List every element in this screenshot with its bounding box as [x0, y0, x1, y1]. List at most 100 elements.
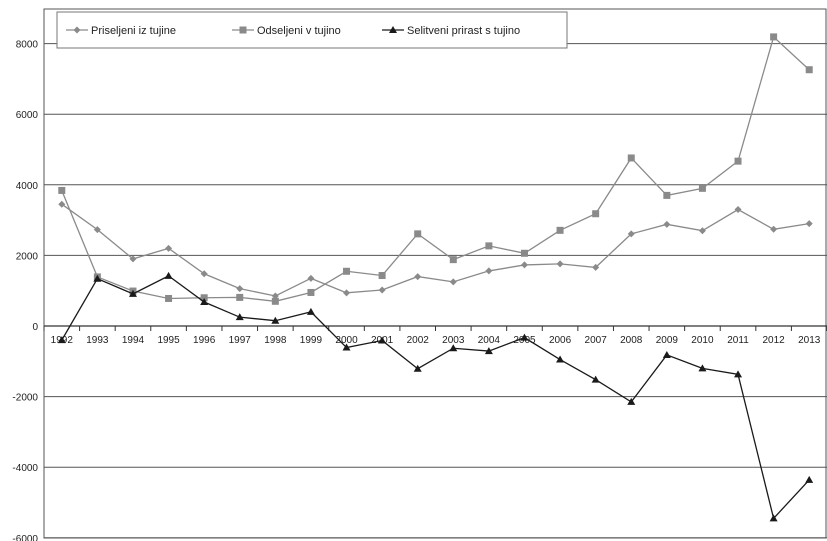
x-tick-label: 1993: [86, 335, 109, 346]
data-point: [236, 293, 244, 301]
legend-marker: [389, 26, 397, 33]
data-point: [129, 255, 137, 263]
data-point: [769, 514, 778, 522]
data-point: [698, 364, 707, 372]
x-tick-label: 2000: [335, 335, 358, 346]
data-point: [271, 297, 279, 305]
x-tick-label: 2009: [656, 335, 679, 346]
y-tick-label: 2000: [16, 251, 39, 262]
y-tick-label: -6000: [12, 534, 38, 541]
data-point: [414, 273, 422, 281]
y-tick-label: 4000: [16, 181, 39, 192]
data-point: [378, 272, 386, 280]
data-point: [449, 344, 458, 352]
data-point: [485, 242, 493, 250]
y-tick-label: 0: [32, 322, 38, 333]
data-point: [556, 260, 564, 268]
data-point: [271, 292, 279, 300]
data-point: [271, 316, 280, 324]
data-point: [236, 285, 244, 293]
series-diamond: [58, 200, 813, 300]
legend-label: Odseljeni v tujino: [257, 25, 341, 37]
data-point: [734, 157, 742, 165]
data-point: [556, 226, 564, 234]
data-point: [58, 200, 66, 208]
data-point: [378, 286, 386, 294]
y-tick-label: 6000: [16, 110, 39, 121]
data-point: [485, 267, 493, 275]
x-tick-label: 1999: [300, 335, 323, 346]
data-point: [520, 333, 529, 341]
data-point: [663, 191, 671, 199]
data-point: [734, 370, 743, 378]
legend-box: [56, 11, 568, 49]
data-point: [58, 186, 66, 194]
data-point: [342, 343, 351, 351]
data-point: [343, 289, 351, 297]
x-tick-label: 2010: [691, 335, 714, 346]
data-point: [627, 154, 635, 162]
data-point: [805, 66, 813, 74]
data-point: [591, 375, 600, 383]
data-point: [592, 210, 600, 218]
x-tick-label: 2002: [407, 335, 430, 346]
data-point: [200, 270, 208, 278]
data-point: [734, 206, 742, 214]
legend: Priseljeni iz tujine Odseljeni v tujino Se…: [56, 11, 568, 49]
data-point: [592, 263, 600, 271]
data-point: [556, 355, 565, 363]
x-tick-label: 2007: [585, 335, 608, 346]
x-tick-label: 1997: [229, 335, 252, 346]
data-point: [770, 225, 778, 233]
data-point: [413, 364, 422, 372]
data-point: [165, 244, 173, 252]
data-point: [484, 347, 493, 355]
series-line: [61, 275, 810, 520]
x-tick-label: 2013: [798, 335, 821, 346]
data-point: [343, 267, 351, 275]
series-layer: [57, 33, 814, 522]
data-point: [520, 249, 528, 257]
data-point: [770, 33, 778, 41]
data-point: [165, 294, 173, 302]
data-point: [200, 294, 208, 302]
data-point: [449, 278, 457, 286]
data-point: [698, 227, 706, 235]
series-triangle: [57, 271, 814, 522]
axis-layer: -6000-4000-20000200040006000800019921993…: [12, 8, 827, 541]
data-point: [627, 397, 636, 405]
series-square: [58, 33, 813, 305]
data-point: [200, 297, 209, 305]
grid-layer: [44, 43, 827, 539]
data-point: [307, 288, 315, 296]
data-point: [662, 350, 671, 358]
data-point: [378, 336, 387, 344]
y-tick-label: 8000: [16, 40, 39, 51]
y-tick-label: -2000: [12, 393, 38, 404]
x-tick-label: 2004: [478, 335, 501, 346]
data-point: [663, 220, 671, 228]
data-point: [93, 274, 102, 282]
data-point: [57, 336, 66, 344]
x-tick-label: 1998: [264, 335, 287, 346]
y-tick-label: -4000: [12, 463, 38, 474]
series-line: [61, 203, 810, 297]
x-tick-label: 2011: [727, 335, 749, 346]
x-tick-label: 2012: [762, 335, 785, 346]
data-point: [414, 230, 422, 238]
data-point: [128, 289, 137, 297]
plot-area-border: [43, 8, 827, 539]
data-point: [449, 256, 457, 264]
data-point: [520, 261, 528, 269]
series-line: [61, 35, 810, 302]
x-tick-label: 2008: [620, 335, 643, 346]
data-point: [805, 220, 813, 228]
data-point: [627, 230, 635, 238]
data-point: [307, 274, 315, 282]
data-point: [306, 307, 315, 315]
data-point: [235, 313, 244, 321]
data-point: [805, 475, 814, 483]
x-tick-label: 1996: [193, 335, 216, 346]
x-tick-label: 2003: [442, 335, 465, 346]
